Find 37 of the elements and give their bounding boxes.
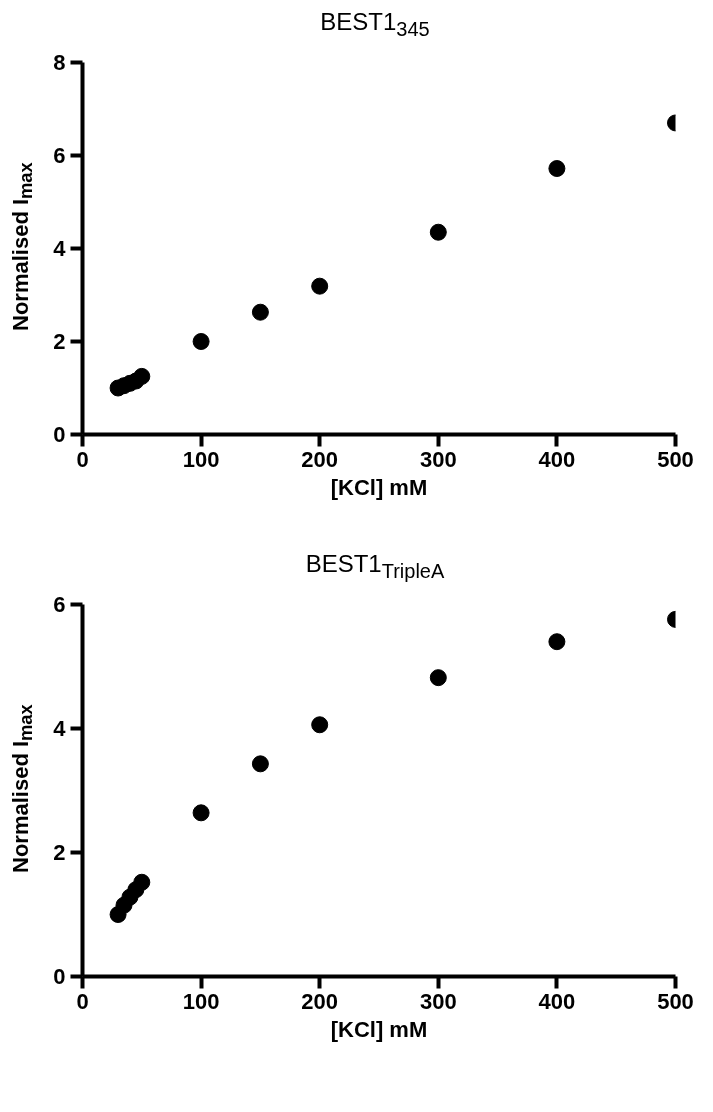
point bbox=[251, 303, 269, 321]
y-tick-label: 0 bbox=[53, 964, 66, 989]
x-tick-label: 300 bbox=[419, 988, 457, 1014]
x-tick-label: 200 bbox=[301, 988, 339, 1014]
point bbox=[251, 755, 269, 773]
point bbox=[192, 804, 210, 822]
x-tick-label: 200 bbox=[301, 446, 339, 472]
point bbox=[311, 716, 329, 734]
x-tick-label: 300 bbox=[419, 446, 457, 472]
point bbox=[192, 333, 210, 350]
x-tick-label: 400 bbox=[538, 988, 576, 1014]
point bbox=[548, 633, 566, 651]
y-tick-label: 0 bbox=[53, 422, 66, 447]
y-tick-label: 2 bbox=[53, 329, 66, 354]
x-tick-label: 100 bbox=[182, 988, 220, 1014]
x-axis-title: [KCl] mM bbox=[330, 474, 428, 500]
point bbox=[548, 160, 566, 177]
point bbox=[133, 367, 151, 385]
chart-title: BEST1$_{TripleA}$ bbox=[304, 549, 446, 584]
x-tick-label: 500 bbox=[657, 988, 694, 1014]
point bbox=[429, 223, 447, 241]
y-tick-label: 8 bbox=[53, 50, 66, 75]
x-axis-title: [KCl] mM bbox=[330, 1016, 428, 1042]
y-tick-label: 6 bbox=[53, 143, 66, 168]
x-tick-label: 100 bbox=[182, 446, 220, 472]
point bbox=[429, 669, 447, 687]
y-tick-label: 4 bbox=[53, 716, 67, 741]
point bbox=[133, 873, 151, 891]
y-tick-label: 2 bbox=[53, 840, 66, 865]
chart-title: BEST1$_{345}$ bbox=[319, 7, 431, 42]
x-tick-label: 500 bbox=[657, 446, 694, 472]
x-tick-label: 0 bbox=[76, 446, 89, 472]
x-tick-label: 400 bbox=[538, 446, 576, 472]
point bbox=[311, 277, 329, 295]
x-tick-label: 0 bbox=[76, 988, 89, 1014]
y-tick-label: 4 bbox=[53, 236, 67, 261]
y-tick-label: 6 bbox=[53, 592, 66, 617]
